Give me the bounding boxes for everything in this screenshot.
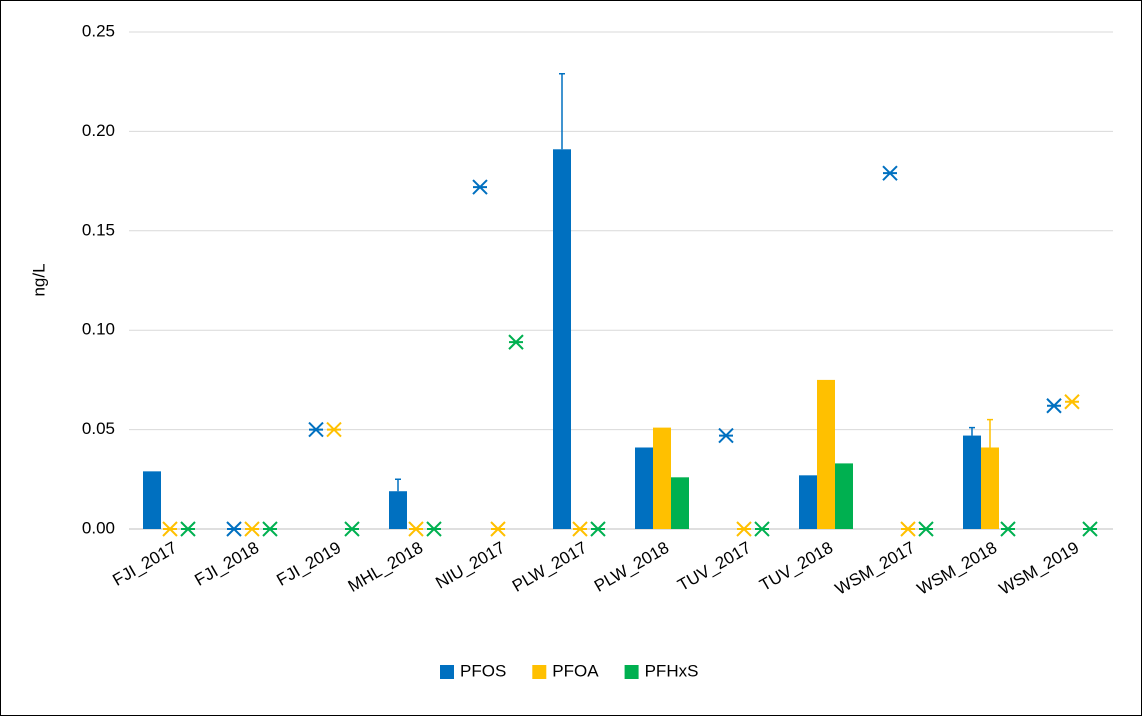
bar xyxy=(963,435,981,529)
bar xyxy=(981,447,999,529)
bar xyxy=(653,427,671,529)
point-marker xyxy=(754,521,770,537)
legend-swatch xyxy=(532,665,547,679)
point-marker xyxy=(472,179,488,195)
point-marker xyxy=(1046,398,1062,414)
bar xyxy=(817,379,835,529)
error-bar xyxy=(969,426,975,436)
bar xyxy=(799,475,817,529)
point-marker xyxy=(508,334,524,350)
bar xyxy=(671,477,689,529)
bar xyxy=(553,149,571,530)
bar xyxy=(835,463,853,529)
point-marker xyxy=(344,521,360,537)
y-tick-label: 0.20 xyxy=(82,121,115,140)
legend-swatch xyxy=(440,665,454,679)
y-tick-label: 0.15 xyxy=(82,220,115,239)
point-marker xyxy=(244,521,260,537)
legend-swatch xyxy=(624,665,639,679)
error-bar xyxy=(559,72,565,150)
point-marker xyxy=(326,421,342,438)
point-marker xyxy=(162,521,178,537)
bar xyxy=(143,471,161,529)
point-marker xyxy=(718,427,734,444)
y-tick-label: 0.05 xyxy=(82,419,115,438)
point-marker xyxy=(262,521,278,537)
point-marker xyxy=(1082,521,1098,537)
legend-label: PFOS xyxy=(460,661,506,680)
legend-label: PFHxS xyxy=(645,661,699,680)
y-tick-label: 0.10 xyxy=(82,320,115,339)
point-marker xyxy=(900,521,916,537)
y-tick-label: 0.25 xyxy=(82,21,115,40)
point-marker xyxy=(882,165,898,181)
error-bar xyxy=(395,478,401,492)
point-marker xyxy=(308,421,324,438)
point-marker xyxy=(426,521,442,537)
point-marker xyxy=(180,521,196,537)
point-marker xyxy=(226,521,242,537)
point-marker xyxy=(572,521,588,537)
legend-label: PFOA xyxy=(552,661,599,680)
point-marker xyxy=(918,521,934,537)
point-marker xyxy=(1064,394,1080,410)
point-marker xyxy=(736,521,752,537)
point-marker xyxy=(590,521,606,537)
error-bar xyxy=(987,418,993,448)
point-marker xyxy=(1000,521,1016,537)
point-marker xyxy=(408,521,424,537)
y-axis-label: ng/L xyxy=(29,263,48,296)
y-tick-label: 0.00 xyxy=(82,518,115,537)
point-marker xyxy=(490,521,506,537)
bar xyxy=(635,447,653,529)
bar xyxy=(389,491,407,529)
